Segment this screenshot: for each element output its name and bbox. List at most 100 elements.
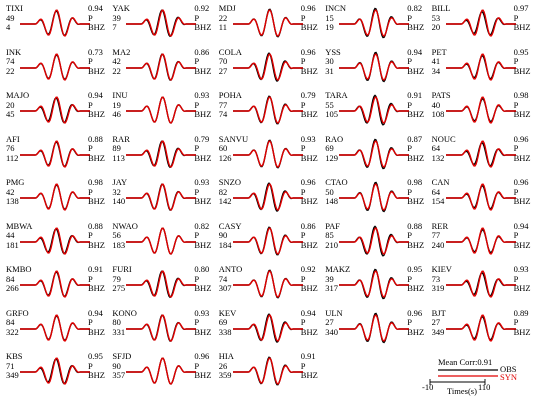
station-comp: BHZ xyxy=(88,326,105,337)
station-phase: P xyxy=(88,317,93,328)
station-info: NOUC 64 132 xyxy=(431,134,456,164)
station-info: GRFO 84 322 xyxy=(6,308,29,338)
station-info: HIA 26 359 xyxy=(218,351,234,381)
waveform-plot xyxy=(232,51,303,82)
station-corr: 0.94 xyxy=(88,307,103,318)
station-az: 126 xyxy=(218,152,232,163)
station-meta: 0.87 P BHZ xyxy=(407,133,424,164)
station-corr: 0.98 xyxy=(407,177,423,187)
station-name: ULN xyxy=(325,307,343,318)
station-dist: 27 xyxy=(431,317,441,328)
station-name: COLA xyxy=(218,46,242,57)
station-az: 31 xyxy=(325,65,334,76)
station-panel: RER 77 240 0.94 P BHZ xyxy=(426,221,532,266)
station-phase: P xyxy=(407,317,412,328)
waveform-plot xyxy=(20,183,90,211)
station-dist: 89 xyxy=(112,143,121,154)
station-dist: 30 xyxy=(325,56,334,67)
station-comp: BHZ xyxy=(513,196,531,207)
station-panel: YAK 39 7 0.92 P BHZ xyxy=(106,3,212,48)
station-name: ANTO xyxy=(218,264,243,274)
station-panel: RAO 69 129 0.87 P BHZ xyxy=(319,133,425,179)
station-name: MA2 xyxy=(112,46,131,57)
station-dist: 90 xyxy=(112,360,121,371)
station-comp: BHZ xyxy=(194,239,212,250)
station-name: RAR xyxy=(112,133,130,144)
station-az: 266 xyxy=(6,283,19,294)
station-dist: 32 xyxy=(112,186,121,197)
syn-waveform xyxy=(126,96,197,124)
station-comp: BHZ xyxy=(513,152,531,163)
station-name: RAO xyxy=(325,133,344,144)
station-meta: 0.88 P BHZ xyxy=(88,220,105,251)
station-comp: BHZ xyxy=(88,22,105,33)
station-comp: BHZ xyxy=(300,239,318,250)
station-comp: BHZ xyxy=(194,283,212,294)
station-meta: 0.86 P BHZ xyxy=(194,47,211,77)
station-info: JAY 32 140 xyxy=(112,177,127,207)
station-name: CASY xyxy=(218,220,242,231)
station-info: FURI 79 275 xyxy=(112,264,131,294)
station-corr: 0.96 xyxy=(300,46,316,57)
station-dist: 80 xyxy=(112,317,121,328)
station-az: 307 xyxy=(218,283,232,294)
syn-waveform xyxy=(126,183,197,211)
syn-waveform xyxy=(445,270,516,298)
station-name: MAKZ xyxy=(325,264,351,274)
time-start-label: -10 xyxy=(422,382,434,392)
station-panel: MAKZ 39 317 0.95 P BHZ xyxy=(319,264,425,309)
station-name: AFI xyxy=(6,133,20,144)
syn-waveform xyxy=(445,226,516,255)
station-az: 105 xyxy=(325,109,338,120)
station-az: 142 xyxy=(218,196,232,207)
station-az: 183 xyxy=(112,239,126,250)
waveform-plot xyxy=(339,268,410,300)
station-corr: 0.93 xyxy=(194,307,210,318)
waveform-plot xyxy=(445,96,516,124)
station-info: BJT 27 349 xyxy=(431,308,446,338)
station-comp: BHZ xyxy=(407,326,425,337)
station-dist: 74 xyxy=(6,56,15,67)
station-corr: 0.87 xyxy=(407,133,423,144)
station-comp: BHZ xyxy=(407,109,425,120)
station-az: 359 xyxy=(218,370,232,381)
station-info: MBWA 44 181 xyxy=(6,221,32,251)
waveform-plot xyxy=(126,96,197,124)
station-meta: 0.91 P BHZ xyxy=(407,90,425,120)
station-corr: 0.93 xyxy=(194,177,210,187)
station-meta: 0.91 P BHZ xyxy=(88,264,105,294)
station-dist: 84 xyxy=(6,317,15,328)
station-meta: 0.82 P BHZ xyxy=(194,221,212,251)
syn-waveform xyxy=(339,183,410,211)
station-corr: 0.86 xyxy=(300,220,316,231)
station-corr: 0.88 xyxy=(88,220,103,231)
waveform-plot xyxy=(339,312,410,343)
station-az: 357 xyxy=(112,370,126,381)
waveform-plot xyxy=(445,270,516,298)
station-az: 46 xyxy=(112,109,121,120)
station-meta: 0.96 P BHZ xyxy=(300,177,318,207)
station-phase: P xyxy=(194,273,200,284)
station-corr: 0.79 xyxy=(300,90,316,100)
station-meta: 0.95 P BHZ xyxy=(407,264,424,294)
station-panel: PMG 42 138 0.98 P BHZ xyxy=(0,177,106,222)
station-dist: 64 xyxy=(431,143,441,154)
station-dist: 70 xyxy=(218,56,228,67)
station-dist: 19 xyxy=(112,99,121,110)
station-meta: 0.98 P BHZ xyxy=(88,177,105,207)
station-name: SANVU xyxy=(218,133,249,144)
syn-waveform xyxy=(20,357,90,385)
station-meta: 0.94 P BHZ xyxy=(88,90,105,120)
station-corr: 0.79 xyxy=(194,133,210,144)
station-az: 108 xyxy=(431,109,445,120)
station-corr: 0.96 xyxy=(300,177,316,187)
station-corr: 0.95 xyxy=(513,46,529,57)
station-name: KBS xyxy=(6,351,23,361)
station-az: 210 xyxy=(325,239,338,250)
station-dist: 44 xyxy=(6,230,15,241)
station-corr: 0.96 xyxy=(407,307,423,318)
waveform-plot xyxy=(445,226,516,255)
time-end-label: 110 xyxy=(478,382,491,392)
station-dist: 69 xyxy=(218,317,228,328)
